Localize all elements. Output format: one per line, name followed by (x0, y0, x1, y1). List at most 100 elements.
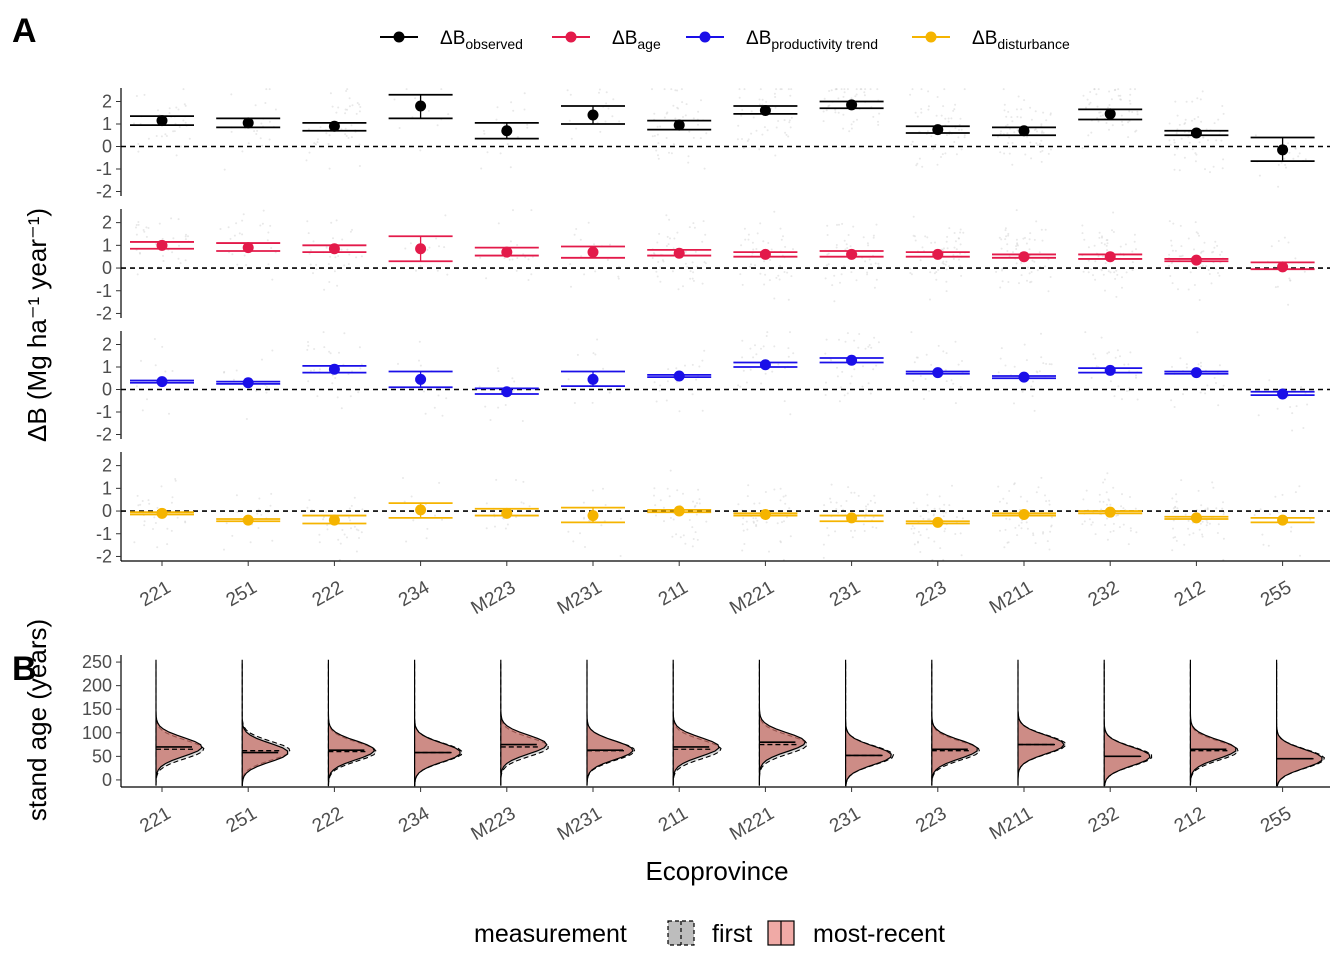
raw-point (438, 481, 441, 484)
raw-point (1254, 134, 1257, 137)
raw-point (677, 288, 680, 291)
raw-point (1197, 232, 1199, 235)
raw-point (1039, 150, 1042, 153)
raw-point (1259, 508, 1262, 511)
raw-point (943, 88, 946, 91)
raw-point (996, 135, 999, 138)
raw-point (428, 246, 431, 249)
raw-point (703, 261, 706, 264)
y-tick-label: -1 (96, 281, 112, 301)
raw-point (959, 117, 962, 120)
raw-point (862, 365, 864, 368)
density-222 (327, 659, 378, 787)
raw-point (1086, 98, 1089, 101)
raw-point (572, 540, 575, 543)
raw-point (520, 501, 523, 504)
data-point (932, 248, 944, 260)
raw-point (850, 127, 853, 130)
raw-point (1129, 496, 1131, 498)
raw-point (750, 110, 753, 113)
data-point (673, 247, 685, 259)
raw-point (924, 235, 927, 238)
raw-point (959, 231, 962, 234)
raw-point (1005, 517, 1008, 520)
raw-point (1184, 122, 1187, 124)
raw-point (918, 157, 921, 160)
raw-point (1015, 108, 1018, 111)
raw-point (922, 517, 925, 520)
raw-point (344, 112, 347, 115)
raw-point (655, 270, 658, 273)
raw-point (665, 112, 668, 115)
density-most-recent (1276, 659, 1323, 787)
raw-point (679, 536, 682, 539)
panel-b-label: B (12, 650, 37, 688)
y-tick-label: 1 (102, 357, 112, 377)
raw-point (850, 529, 852, 532)
raw-point (868, 258, 871, 261)
density-most-recent (845, 659, 892, 787)
raw-point (788, 119, 791, 122)
raw-point (1004, 238, 1007, 241)
raw-point (934, 144, 937, 146)
raw-point (932, 513, 935, 516)
raw-point (596, 338, 599, 341)
raw-point (675, 533, 678, 536)
raw-point (188, 137, 191, 140)
raw-point (1039, 143, 1042, 145)
raw-point (829, 497, 832, 500)
raw-point (961, 517, 964, 520)
raw-point (940, 114, 943, 117)
raw-point (867, 345, 870, 348)
facet-raw-points (135, 209, 1306, 306)
x-tick-label: 255 (1257, 803, 1295, 837)
raw-point (1177, 288, 1179, 291)
raw-point (187, 235, 189, 238)
raw-point (1013, 402, 1015, 405)
raw-point (659, 125, 662, 128)
raw-point (672, 104, 675, 107)
x-tick-label: 234 (395, 803, 433, 837)
raw-point (230, 130, 233, 133)
raw-point (873, 336, 876, 339)
raw-point (1111, 229, 1113, 232)
raw-point (1020, 274, 1023, 277)
raw-point (874, 501, 877, 504)
raw-point (348, 253, 351, 256)
raw-point (329, 255, 332, 258)
raw-point (1016, 243, 1019, 246)
raw-point (836, 375, 839, 378)
raw-point (919, 551, 922, 553)
raw-point (945, 380, 948, 383)
raw-point (1215, 382, 1217, 384)
raw-point (268, 88, 271, 91)
raw-point (1028, 248, 1031, 251)
raw-point (674, 117, 677, 120)
raw-point (1001, 269, 1003, 272)
raw-point (952, 257, 955, 260)
raw-point (270, 247, 273, 249)
raw-point (957, 136, 960, 139)
raw-point (955, 248, 958, 251)
legend-a-key-point (925, 31, 937, 43)
raw-point (826, 253, 829, 256)
raw-point (238, 232, 241, 235)
raw-point (1114, 277, 1117, 280)
raw-point (1093, 88, 1096, 91)
raw-point (268, 138, 271, 141)
raw-point (1121, 493, 1123, 496)
raw-point (482, 129, 485, 132)
raw-point (875, 278, 878, 281)
raw-point (954, 340, 957, 343)
raw-point (1172, 527, 1174, 530)
raw-point (768, 550, 770, 553)
raw-point (1101, 255, 1104, 258)
raw-point (361, 508, 364, 511)
raw-point (350, 124, 353, 127)
raw-point (527, 279, 530, 281)
raw-point (854, 95, 857, 98)
raw-point (1183, 543, 1186, 546)
raw-point (266, 239, 269, 242)
raw-point (1222, 158, 1225, 161)
